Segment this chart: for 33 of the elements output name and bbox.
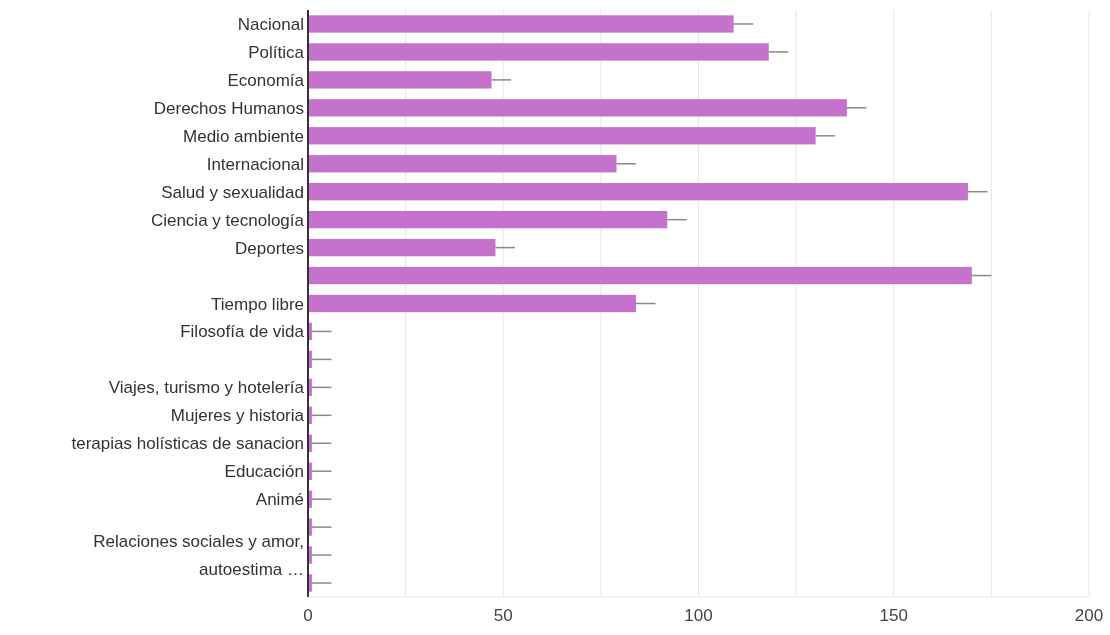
y-tick-label: terapias holísticas de sanacion	[71, 433, 304, 453]
y-tick-label: Nacional	[237, 14, 304, 34]
bar	[308, 155, 617, 173]
y-tick-label: Filosofía de vida	[180, 321, 305, 341]
bar	[308, 127, 816, 145]
bar	[308, 210, 668, 229]
bar	[308, 294, 637, 313]
y-tick-label: Mujeres y historia	[170, 405, 305, 425]
bar	[308, 238, 496, 257]
y-tick-label: Economía	[227, 70, 305, 90]
bar	[308, 183, 968, 201]
y-tick-label: Relaciones sociales y amor, autoestima …	[93, 531, 304, 579]
x-tick-label: 200	[1074, 606, 1104, 625]
y-tick-label: Deportes	[235, 238, 304, 258]
y-tick-label: Medio ambiente	[183, 126, 304, 146]
y-tick-label: Educación	[224, 461, 304, 481]
y-tick-label: Salud y sexualidad	[161, 182, 304, 202]
y-tick-label: Viajes, turismo y hotelería	[108, 377, 305, 397]
y-tick-label: Internacional	[206, 154, 304, 174]
y-tick-label: Política	[248, 42, 305, 62]
bar	[308, 71, 492, 89]
x-tick-label: 150	[879, 606, 908, 625]
bar	[308, 99, 847, 117]
y-tick-label: Derechos Humanos	[153, 98, 304, 118]
x-tick-label: 100	[684, 606, 713, 625]
y-tick-label: Tiempo libre	[211, 294, 304, 313]
bar	[308, 15, 734, 33]
y-tick-label: Animé	[255, 489, 304, 509]
bar	[308, 43, 769, 61]
y-tick-label: Ciencia y tecnología	[150, 210, 305, 230]
bar	[308, 266, 972, 285]
x-tick-label: 0	[303, 606, 313, 625]
x-tick-label: 50	[493, 606, 513, 625]
